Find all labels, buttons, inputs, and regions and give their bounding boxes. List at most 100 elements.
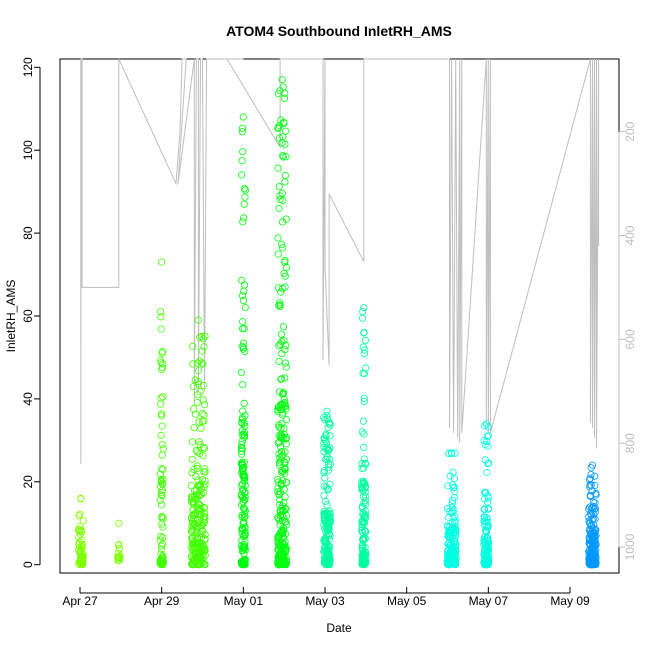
data-point [200, 444, 208, 452]
data-point [77, 545, 85, 553]
data-point [239, 339, 248, 347]
data-point [241, 193, 249, 201]
data-point [358, 528, 366, 536]
data-point [241, 186, 249, 194]
data-point [359, 477, 367, 485]
data-point [79, 517, 87, 525]
data-point [197, 490, 206, 499]
data-point [358, 523, 366, 531]
y2-tick-label: 200 [623, 121, 637, 141]
data-point [274, 250, 282, 258]
data-point [480, 437, 488, 445]
data-point [276, 550, 284, 558]
data-point [325, 560, 333, 568]
data-point [358, 460, 366, 468]
data-point [157, 542, 165, 550]
secondary-line-layer [80, 58, 600, 465]
data-point [282, 415, 290, 424]
data-point [484, 442, 492, 450]
data-point [238, 276, 246, 284]
data-point [324, 423, 332, 432]
data-point [159, 393, 167, 401]
data-point [158, 422, 166, 430]
data-point [481, 422, 489, 430]
data-point [281, 359, 290, 367]
data-point [447, 548, 455, 556]
data-point [239, 148, 247, 156]
data-point [586, 491, 594, 499]
data-point [484, 460, 492, 468]
data-point [275, 431, 283, 440]
data-point [240, 419, 248, 427]
data-point [77, 494, 85, 502]
data-point [191, 410, 200, 418]
data-point [321, 497, 330, 506]
data-point [158, 451, 166, 459]
data-point [239, 296, 248, 304]
data-point [188, 534, 197, 542]
data-point [482, 527, 490, 536]
data-point [359, 553, 367, 561]
data-point [282, 127, 290, 135]
data-point [483, 518, 491, 526]
data-point [282, 478, 290, 486]
data-point [188, 527, 196, 535]
data-point [276, 195, 284, 204]
data-point [451, 537, 459, 545]
data-point [274, 534, 283, 542]
data-point [320, 491, 328, 499]
data-point [282, 153, 290, 161]
data-point [480, 505, 488, 514]
x-axis-label: Date [326, 621, 352, 635]
y2-tick-label: 1000 [623, 533, 637, 560]
data-point [77, 552, 85, 560]
data-point [195, 418, 203, 426]
data-point [241, 532, 249, 540]
data-point [240, 214, 248, 222]
data-point [320, 543, 329, 551]
data-point [361, 548, 369, 556]
data-point [360, 464, 368, 472]
data-point [239, 380, 247, 389]
data-point [320, 439, 328, 448]
data-point [198, 409, 206, 418]
data-point [275, 423, 283, 431]
data-point [482, 420, 490, 428]
data-point [158, 365, 166, 374]
data-point [200, 483, 208, 491]
data-point [321, 474, 329, 482]
data-point [158, 464, 166, 473]
data-point [590, 502, 598, 511]
data-point [274, 90, 282, 98]
data-point [240, 185, 248, 193]
data-point [76, 510, 84, 518]
data-point [445, 449, 453, 458]
data-point [157, 532, 165, 540]
data-point [193, 505, 201, 514]
data-point [194, 510, 202, 518]
x-tick-label: Apr 27 [62, 594, 98, 608]
data-point [241, 556, 249, 564]
data-point [359, 369, 367, 377]
data-point [323, 407, 331, 415]
data-point [282, 521, 291, 529]
data-point [198, 541, 206, 550]
data-point [445, 507, 454, 515]
data-point [587, 529, 595, 538]
data-point [190, 510, 198, 519]
data-point [238, 157, 246, 165]
y-tick-label: 80 [21, 226, 35, 240]
data-point [275, 530, 283, 539]
data-point [323, 411, 331, 420]
data-point [448, 499, 456, 507]
data-point [326, 531, 334, 540]
data-point [159, 360, 167, 368]
data-point [273, 475, 282, 484]
y-tick-label: 20 [21, 475, 35, 489]
data-point [276, 443, 285, 451]
data-point [275, 183, 283, 191]
data-point [282, 553, 290, 562]
data-point [240, 431, 249, 439]
data-point [277, 448, 286, 456]
data-point [591, 472, 599, 480]
